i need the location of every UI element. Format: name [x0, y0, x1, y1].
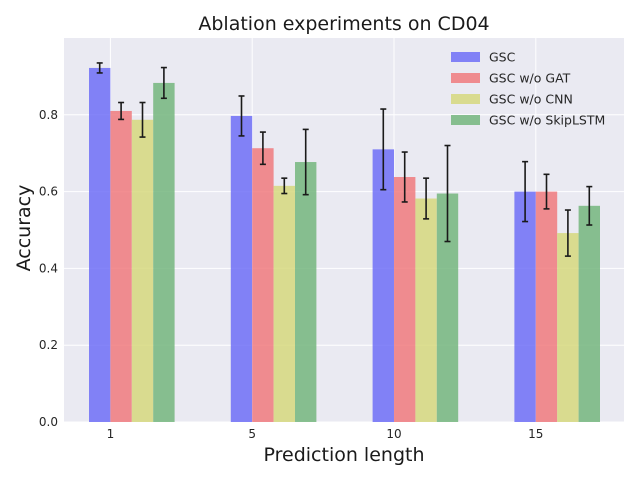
x-tick-label: 10	[386, 427, 401, 441]
bar	[131, 119, 154, 423]
y-tick-label: 0.2	[39, 338, 58, 352]
bar	[273, 185, 295, 422]
bars	[89, 67, 600, 423]
legend: GSC GSC w/o GAT GSC w/o CNN GSC w/o SkipLST…	[451, 50, 605, 128]
y-axis-label: Accuracy	[13, 185, 35, 272]
bar	[230, 115, 253, 423]
bar	[514, 191, 536, 422]
chart-title: Ablation experiments on CD04	[198, 13, 489, 35]
x-axis-label: Prediction length	[264, 444, 425, 466]
bar	[295, 162, 317, 423]
y-tick-label: 0.4	[39, 261, 58, 275]
y-tick-label: 0.6	[39, 185, 58, 199]
legend-swatch	[451, 52, 480, 62]
x-tick-label: 5	[248, 427, 256, 441]
bar	[557, 233, 579, 422]
bar	[394, 177, 416, 422]
bar	[110, 110, 132, 423]
y-tick-label: 0.0	[39, 415, 58, 429]
bar	[372, 149, 394, 423]
legend-swatch	[451, 73, 480, 83]
x-tick-label: 15	[528, 427, 543, 441]
bar	[578, 205, 600, 422]
legend-swatch	[451, 94, 480, 104]
y-tick-label: 0.8	[39, 108, 58, 122]
legend-label: GSC	[489, 50, 516, 65]
legend-label: GSC w/o SkipLSTM	[489, 113, 605, 128]
legend-label: GSC w/o GAT	[489, 71, 571, 86]
bar	[252, 148, 274, 422]
x-tick-label: 1	[107, 427, 115, 441]
legend-swatch	[451, 115, 480, 125]
bar	[415, 198, 437, 422]
bar	[535, 191, 558, 422]
bar	[153, 82, 175, 422]
bar	[89, 67, 111, 423]
legend-label: GSC w/o CNN	[489, 92, 573, 107]
bar	[436, 193, 459, 422]
y-tick-labels: 0.0 0.2 0.4 0.6 0.8	[39, 108, 58, 429]
x-tick-labels: 1 5 10 15	[107, 427, 544, 441]
error-bars	[96, 62, 593, 257]
